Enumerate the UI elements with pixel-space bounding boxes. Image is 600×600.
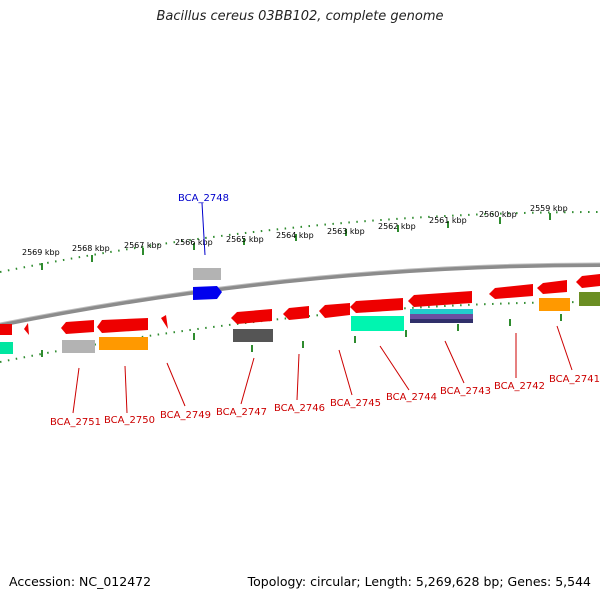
gene-feature[interactable] — [410, 314, 473, 319]
genome-backbone — [0, 263, 600, 327]
gene-label[interactable]: BCA_2746 — [274, 403, 325, 414]
gene-feature[interactable] — [410, 319, 473, 323]
leader-line — [201, 202, 206, 256]
gene-label[interactable]: BCA_2745 — [330, 398, 381, 409]
gene-label[interactable]: BCA_2747 — [216, 407, 267, 418]
gene-feature[interactable] — [539, 298, 570, 311]
scale-label: 2560 kbp — [479, 210, 517, 219]
top-major-ticks — [41, 213, 551, 270]
topology-text: Topology: circular; Length: 5,269,628 bp… — [247, 574, 591, 589]
gene-feature[interactable] — [193, 286, 222, 300]
gene-label-top[interactable]: BCA_2748 — [178, 193, 229, 204]
leader-lines — [72, 325, 573, 414]
gene-label[interactable]: BCA_2749 — [160, 410, 211, 421]
gene-feature[interactable] — [410, 309, 473, 314]
scale-label: 2568 kbp — [72, 244, 110, 253]
scale-label: 2569 kbp — [22, 248, 60, 257]
gene-feature[interactable] — [62, 340, 95, 353]
forward-genes[interactable] — [0, 274, 600, 335]
scale-label: 2567 kbp — [124, 241, 162, 250]
gene-label[interactable]: BCA_2744 — [386, 392, 437, 403]
gene-feature[interactable] — [579, 292, 600, 306]
gene-label[interactable]: BCA_2751 — [50, 417, 101, 428]
gene-feature[interactable] — [0, 342, 13, 354]
accession-text: Accession: NC_012472 — [9, 574, 152, 589]
gene-feature[interactable] — [233, 329, 273, 342]
genome-backbone-highlight — [0, 262, 600, 324]
gene-label[interactable]: BCA_2750 — [104, 415, 155, 426]
gene-label[interactable]: BCA_2741 — [549, 374, 600, 385]
gene-feature[interactable] — [99, 337, 148, 350]
scale-label: 2561 kbp — [429, 216, 467, 225]
scale-label: 2559 kbp — [530, 204, 568, 213]
scale-label: 2564 kbp — [276, 231, 314, 240]
scale-label: 2563 kbp — [327, 227, 365, 236]
scale-label: 2565 kbp — [226, 235, 264, 244]
scale-label: 2566 kbp — [175, 238, 213, 247]
top-scale-ruler — [0, 211, 600, 273]
gene-feature[interactable] — [351, 316, 404, 331]
page-title: Bacillus cereus 03BB102, complete genome — [156, 9, 444, 24]
gene-feature[interactable] — [193, 268, 221, 280]
gene-label[interactable]: BCA_2742 — [494, 381, 545, 392]
gene-label[interactable]: BCA_2743 — [440, 386, 491, 397]
scale-label: 2562 kbp — [378, 222, 416, 231]
